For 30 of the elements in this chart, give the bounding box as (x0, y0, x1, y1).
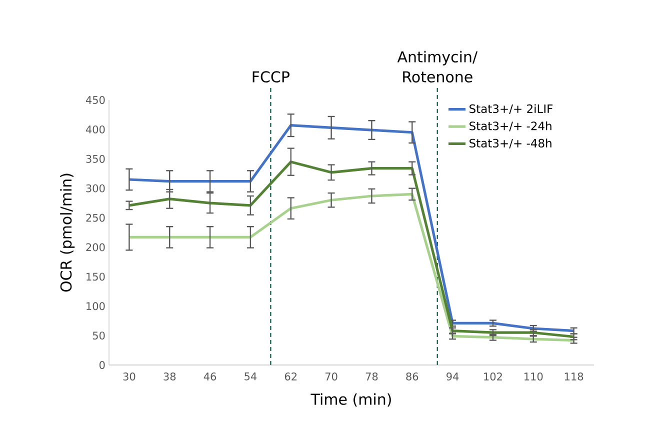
x-axis-title: Time (min) (310, 393, 391, 407)
y-tick-label: 200 (86, 243, 105, 252)
y-axis-title: OCR (pmol/min) (60, 174, 75, 292)
x-tick-label: 86 (406, 372, 418, 380)
y-tick-label: 150 (86, 272, 105, 281)
y-tick-label: 450 (86, 96, 105, 104)
x-tick-label: 78 (366, 372, 378, 380)
x-tick-label: 118 (564, 372, 584, 380)
x-tick-label: 110 (524, 372, 543, 380)
x-tick-label: 102 (484, 372, 502, 380)
y-tick-label: 0 (99, 361, 105, 369)
x-tick-label: 70 (325, 372, 338, 380)
x-tick-label: 94 (446, 372, 459, 380)
x-tick-label: 54 (244, 372, 257, 380)
line-series (128, 160, 576, 338)
x-tick-label: 30 (123, 372, 136, 380)
y-tick-label: 300 (86, 184, 105, 192)
legend-label: Stat3+/+ -24h (470, 121, 552, 132)
y-tick-label: 350 (86, 154, 105, 163)
x-tick-label: 62 (284, 372, 296, 380)
x-tick-label: 46 (204, 372, 216, 380)
y-tick-label: 250 (86, 214, 105, 222)
y-tick-label: 400 (86, 125, 105, 134)
legend-label: Stat3+/+ 2iLIF (470, 104, 553, 114)
legend-label: Stat3+/+ -48h (470, 138, 552, 148)
y-tick-label: 50 (92, 332, 105, 340)
ref-line-label: FCCP (252, 71, 290, 82)
y-tick-label: 100 (86, 302, 105, 310)
x-tick-label: 38 (164, 372, 176, 380)
ref-line-label: Antimycin/ Rotenone (397, 50, 478, 82)
